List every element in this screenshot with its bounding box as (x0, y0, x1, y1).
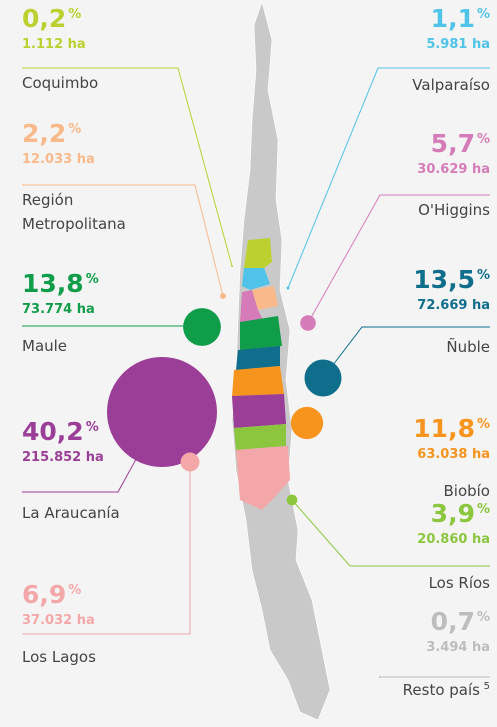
region-name: Los Ríos (429, 574, 491, 592)
percent-label: 2,2% (22, 119, 81, 148)
hectare-label: 215.852 ha (22, 450, 104, 465)
leader-line (322, 326, 490, 379)
bubble (183, 308, 221, 346)
hectare-label: 1.112 ha (22, 37, 86, 52)
map-outline (231, 0, 331, 721)
leader-line (22, 184, 224, 297)
bubble (304, 359, 342, 397)
region-name: Biobío (443, 482, 490, 500)
percent-unit: % (477, 610, 490, 625)
hectare-label: 20.860 ha (417, 532, 490, 547)
region-name: Región Metropolitana (22, 191, 126, 233)
percent-label: 5,7% (431, 129, 490, 158)
region-name: Valparaíso (412, 76, 490, 94)
percent-value: 1,1 (431, 4, 475, 33)
map (231, 0, 331, 721)
leader-line (22, 67, 233, 267)
percent-value: 40,2 (22, 417, 84, 446)
region-name: Ñuble (446, 337, 490, 356)
percent-value: 0,2 (22, 4, 66, 33)
region-name: Resto país (403, 681, 480, 699)
bubble (107, 357, 217, 467)
percent-value: 0,7 (431, 607, 475, 636)
percent-value: 6,9 (22, 580, 66, 609)
region-name: Los Lagos (22, 648, 96, 666)
percent-value: 2,2 (22, 119, 66, 148)
percent-unit: % (477, 502, 490, 517)
region-biobio (232, 366, 284, 396)
percent-label: 6,9% (22, 580, 81, 609)
percent-unit: % (86, 272, 99, 287)
bubble (219, 292, 227, 300)
bubble (231, 265, 233, 267)
percent-unit: % (68, 583, 81, 598)
percent-unit: % (86, 420, 99, 435)
bubble (180, 452, 200, 472)
leader-line (307, 194, 490, 324)
region-nuble (236, 346, 280, 370)
hectare-label: 72.669 ha (417, 298, 490, 313)
region-name: O'Higgins (418, 201, 490, 219)
region-maule (240, 316, 282, 350)
percent-value: 13,5 (413, 265, 475, 294)
hectare-label: 63.038 ha (417, 447, 490, 462)
hectare-label: 73.774 ha (22, 302, 95, 317)
percent-unit: % (68, 7, 81, 22)
bubble (300, 315, 316, 331)
region-los-lagos (236, 446, 290, 510)
bubble (379, 676, 381, 678)
percent-label: 11,8% (413, 414, 490, 443)
hectare-label: 37.032 ha (22, 613, 95, 628)
region-metropolitana (252, 286, 278, 310)
hectare-label: 12.033 ha (22, 152, 95, 167)
hectare-label: 5.981 ha (426, 37, 490, 52)
percent-value: 5,7 (431, 129, 475, 158)
region-ohiggins (240, 290, 264, 322)
percent-unit: % (477, 132, 490, 147)
percent-unit: % (477, 7, 490, 22)
region-name: La Araucanía (22, 504, 120, 522)
percent-label: 13,8% (22, 269, 99, 298)
hectare-label: 3.494 ha (426, 640, 490, 655)
region-valparaiso (242, 268, 270, 290)
bubble (286, 286, 290, 290)
percent-label: 3,9% (431, 499, 490, 528)
region-araucania (232, 394, 286, 428)
region-name: Coquimbo (22, 74, 98, 92)
leader-line (287, 67, 490, 289)
percent-label: 0,7% (431, 607, 490, 636)
percent-unit: % (477, 268, 490, 283)
percent-label: 13,5% (413, 265, 490, 294)
leader-line (291, 499, 490, 567)
percent-label: 0,2% (22, 4, 81, 33)
percent-value: 13,8 (22, 269, 84, 298)
hectare-label: 30.629 ha (417, 162, 490, 177)
footnote-mark: 5 (484, 681, 490, 692)
leader-line (22, 462, 191, 635)
percent-unit: % (68, 122, 81, 137)
bubble (290, 406, 324, 440)
region-los-rios (234, 424, 286, 450)
percent-label: 1,1% (431, 4, 490, 33)
percent-label: 40,2% (22, 417, 99, 446)
bubble (286, 494, 298, 506)
percent-unit: % (477, 417, 490, 432)
percent-value: 3,9 (431, 499, 475, 528)
region-name: Maule (22, 337, 67, 355)
region-coquimbo (244, 238, 272, 268)
percent-value: 11,8 (413, 414, 475, 443)
